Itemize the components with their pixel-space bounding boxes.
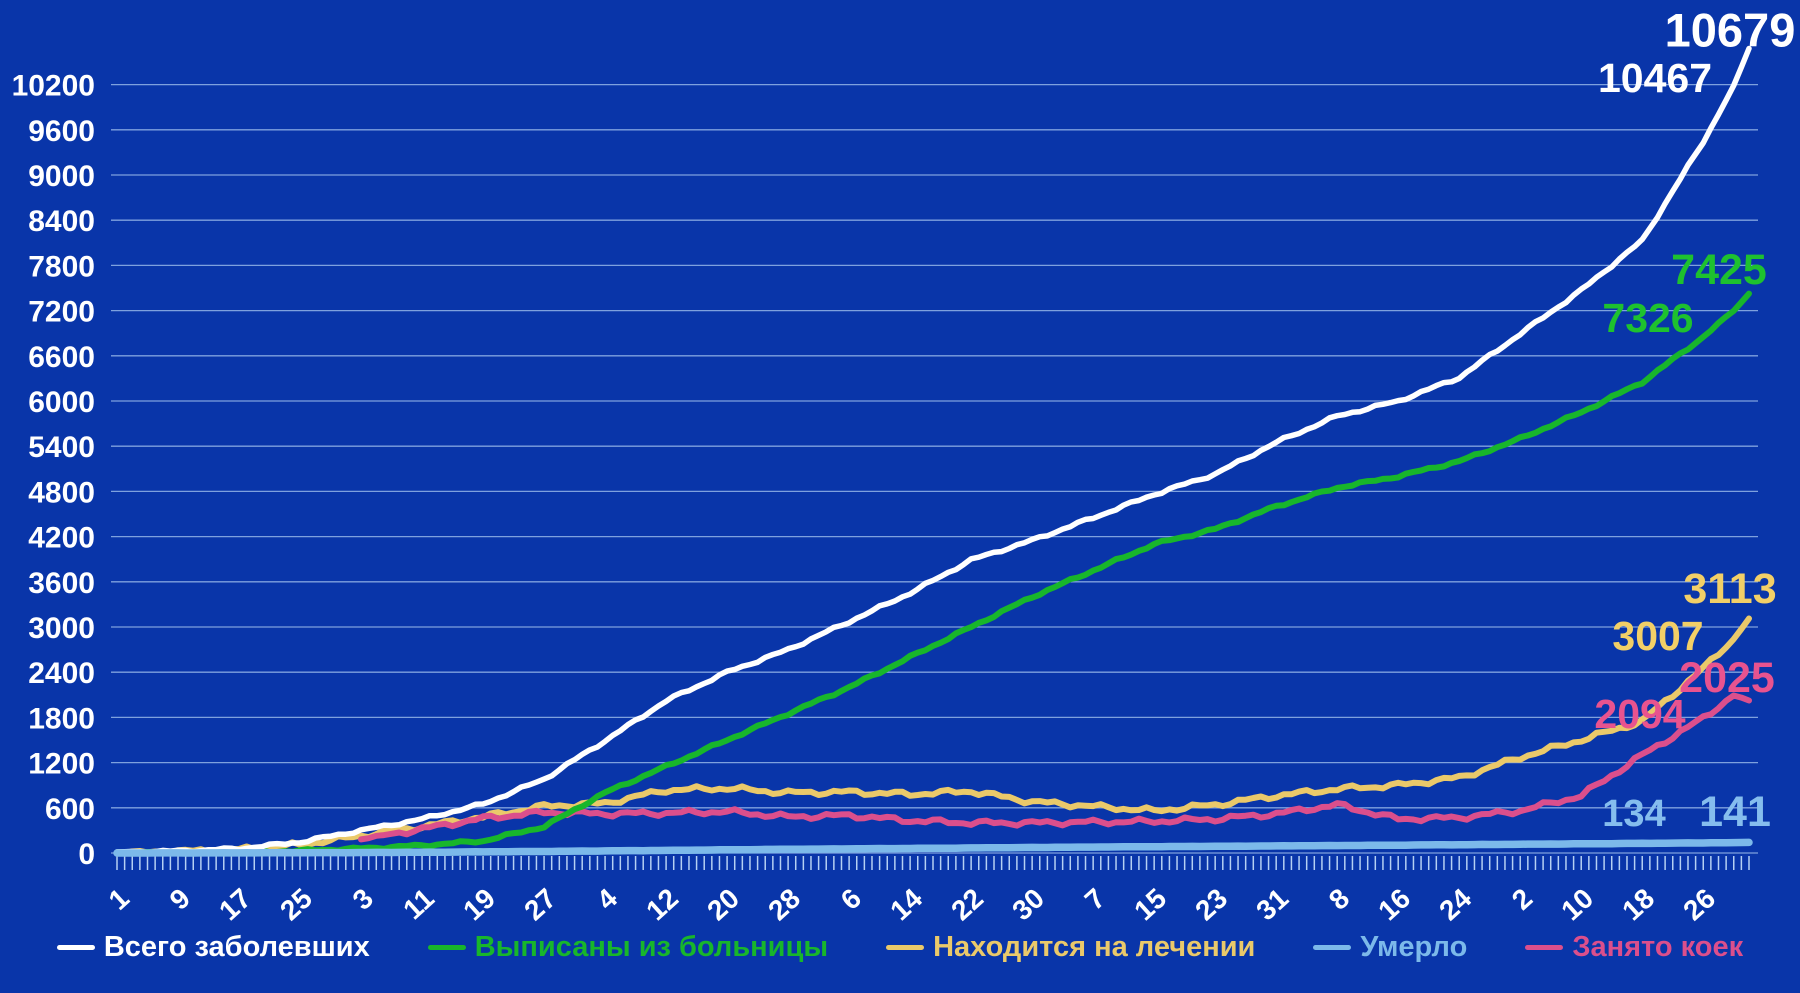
legend-item-total: Всего заболевших	[56, 930, 370, 964]
x-tick-label: 4	[591, 882, 624, 916]
series-line-discharged	[114, 290, 1752, 856]
y-tick-label: 6600	[28, 341, 95, 374]
x-tick-label: 24	[1433, 882, 1477, 926]
series-line-beds	[358, 692, 1752, 843]
legend-label-treated: Находится на лечении	[933, 930, 1256, 963]
legend-label-discharged: Выписаны из больницы	[474, 930, 829, 963]
value-label-total-prev: 10467	[1598, 55, 1712, 101]
value-label-total-final: 10679	[1665, 4, 1796, 57]
x-tick-label: 23	[1189, 882, 1233, 926]
legend-swatch-beds	[1525, 944, 1564, 950]
value-label-died-final: 141	[1699, 788, 1771, 836]
y-tick-label: 600	[45, 793, 95, 826]
value-label-treated-prev: 3007	[1612, 613, 1703, 659]
legend-swatch-discharged	[427, 944, 466, 950]
y-tick-label: 8400	[28, 205, 95, 238]
y-tick-label: 7200	[28, 296, 95, 329]
y-tick-label: 4200	[28, 522, 95, 555]
series-line-died	[113, 838, 1753, 857]
x-tick-label: 8	[1323, 882, 1355, 915]
y-tick-label: 9000	[28, 160, 95, 193]
y-tick-label: 3600	[28, 567, 95, 600]
x-tick-label: 1	[103, 882, 135, 915]
x-tick-label: 26	[1677, 882, 1721, 926]
y-tick-label: 5400	[28, 431, 95, 464]
x-tick-label: 11	[397, 882, 440, 925]
legend-item-beds: Занято коек	[1525, 931, 1743, 964]
x-tick-label: 30	[1006, 882, 1050, 926]
legend-swatch-treated	[886, 944, 925, 950]
y-axis-labels: 0 600 1200 1800 2400 3000 3600 4200 4800 5400 6000…	[12, 70, 95, 871]
x-tick-label: 27	[518, 882, 562, 926]
legend-swatch-died	[1313, 944, 1352, 950]
y-tick-label: 9600	[28, 115, 95, 148]
value-label-beds-prev: 2094	[1594, 691, 1685, 737]
x-tick-label: 16	[1372, 882, 1416, 926]
y-tick-label: 7800	[28, 250, 95, 283]
x-axis-ticks	[116, 856, 1750, 870]
x-tick-label: 20	[701, 882, 745, 926]
x-tick-label: 31	[1250, 882, 1294, 926]
x-tick-label: 3	[347, 882, 379, 915]
legend-label-died: Умерло	[1360, 930, 1468, 963]
value-label-beds-final: 2025	[1679, 654, 1775, 702]
x-tick-label: 19	[457, 882, 501, 926]
x-tick-label: 28	[762, 882, 806, 926]
x-tick-label: 17	[213, 882, 257, 926]
value-label-discharged-final: 7425	[1671, 246, 1767, 294]
x-tick-label: 9	[164, 882, 196, 915]
x-tick-label: 22	[945, 882, 989, 926]
x-tick-label: 14	[884, 882, 928, 926]
legend-item-discharged: Выписаны из больницы	[427, 930, 829, 964]
x-tick-label: 18	[1616, 882, 1660, 926]
x-tick-label: 6	[835, 882, 867, 915]
x-tick-label: 10	[1555, 882, 1599, 926]
value-label-died-prev: 134	[1602, 793, 1665, 835]
x-tick-label: 7	[1079, 882, 1111, 915]
x-tick-label: 15	[1128, 882, 1172, 926]
y-tick-label: 3000	[28, 612, 95, 645]
x-tick-label: 2	[1506, 882, 1538, 915]
legend-label-total: Всего заболевших	[103, 930, 370, 963]
y-tick-label: 6000	[28, 386, 95, 419]
gridlines	[111, 83, 1758, 854]
y-tick-label: 1800	[28, 702, 95, 735]
legend-swatch-total	[56, 944, 95, 950]
y-tick-label: 4800	[28, 476, 95, 509]
series-lines	[113, 45, 1753, 857]
y-tick-label: 10200	[12, 70, 95, 103]
legend-item-treated: Находится на лечении	[886, 931, 1255, 964]
x-tick-label: 12	[640, 882, 684, 926]
y-tick-label: 0	[78, 838, 95, 871]
y-tick-label: 1200	[28, 748, 95, 781]
series-line-treated	[114, 615, 1752, 856]
legend-label-beds: Занято коек	[1572, 930, 1744, 963]
y-tick-label: 2400	[28, 657, 95, 690]
value-label-discharged-prev: 7326	[1602, 295, 1693, 341]
x-tick-label: 25	[274, 882, 318, 926]
x-axis-labels: 1 9 17 25 3 11 19 27 4 12 20 28 6 14 22 30 7 15 23 31 8 16 24 2…	[103, 882, 1722, 926]
legend-item-died: Умерло	[1313, 931, 1467, 964]
chart-legend: Всего заболевших Выписаны из больницы Нахо…	[0, 922, 1800, 972]
series-line-total	[114, 45, 1752, 856]
value-label-treated-final: 3113	[1683, 565, 1776, 613]
